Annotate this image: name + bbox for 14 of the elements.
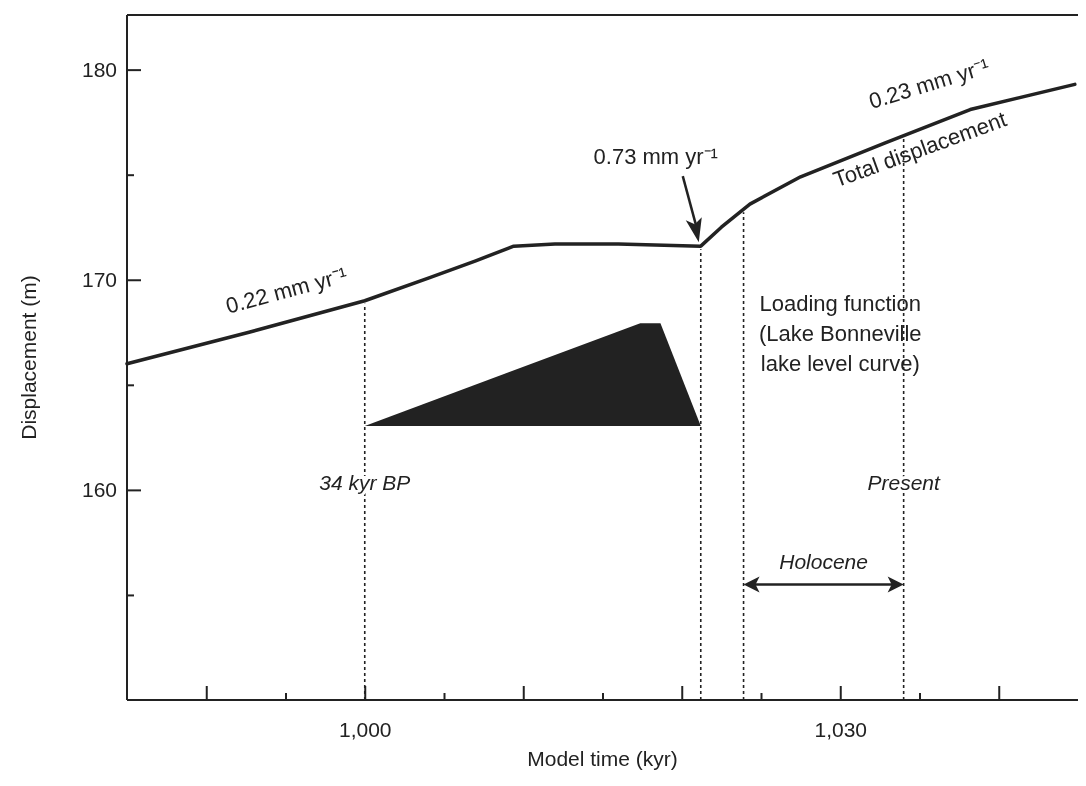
y-tick-label: 170 (81, 267, 117, 291)
x-tick-label: 1,030 (814, 717, 868, 741)
annotation: Holocene (779, 550, 868, 574)
y-tick-label: 180 (81, 57, 117, 81)
y-axis-title: Displacement (m) (17, 275, 40, 440)
annotation: 0.22 mm yr⁻¹ (223, 262, 350, 319)
ref-line-label: Present (867, 470, 941, 494)
annotation: Loading function (Lake Bonneville lake level curve) (758, 291, 922, 377)
ref-line-label: 34 kyr BP (319, 470, 411, 494)
annotation: 0.73 mm yr⁻¹ (593, 144, 718, 170)
annotation: 0.23 mm yr⁻¹ (865, 53, 993, 114)
x-tick-label: 1,000 (338, 717, 392, 741)
y-tick-label: 160 (81, 478, 117, 502)
x-axis-title: Model time (kyr) (527, 747, 678, 770)
